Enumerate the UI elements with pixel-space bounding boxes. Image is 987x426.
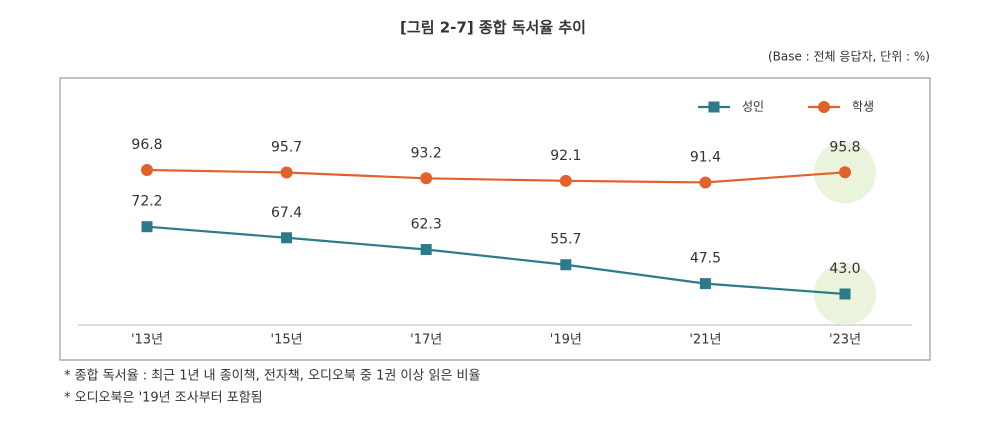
data-label: 55.7 [550,232,581,248]
data-label: 95.8 [829,139,860,155]
chart-title: [그림 2-7] 종합 독서율 추이 [400,19,586,37]
data-label: 93.2 [411,145,442,161]
x-tick-label: '13년 [131,333,163,348]
data-label: 96.8 [131,137,162,153]
marker [281,232,293,244]
data-label: 92.1 [550,148,581,164]
marker [699,278,711,290]
marker [141,164,153,176]
legend-label: 학생 [852,100,874,114]
marker [839,288,851,300]
marker [708,101,720,113]
marker [420,172,433,185]
marker [559,174,572,187]
chart-subtitle: (Base : 전체 응답자, 단위 : %) [768,50,930,64]
plot-frame [59,77,931,361]
data-label: 47.5 [690,251,721,267]
marker [839,166,851,179]
x-tick-label: '23년 [829,333,861,348]
marker [699,176,712,189]
data-label: 95.7 [271,140,302,156]
series-line [146,225,846,296]
data-label: 72.2 [131,194,162,210]
data-label: 43.0 [829,261,860,277]
x-tick-label: '17년 [410,333,442,348]
x-tick-label: '19년 [550,333,582,348]
data-label: 91.4 [690,149,721,165]
legend-label: 성인 [742,100,764,114]
marker [420,244,432,256]
marker [141,221,153,233]
marker [560,259,572,271]
marker [280,166,293,179]
series-line [146,168,846,184]
marker [818,101,830,113]
footnote: * 종합 독서율 : 최근 1년 내 종이책, 전자책, 오디오북 중 1권 이… [64,369,480,384]
data-label: 67.4 [271,205,302,221]
data-label: 62.3 [411,217,442,233]
x-tick-label: '15년 [271,333,303,348]
x-tick-label: '21년 [689,333,721,348]
footnote: * 오디오북은 '19년 조사부터 포함됨 [64,391,263,406]
